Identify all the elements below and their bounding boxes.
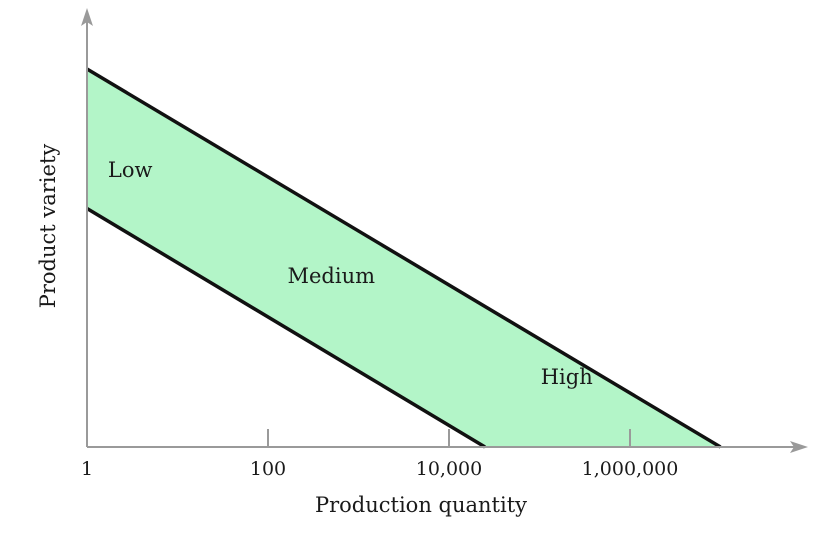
region-label-medium: Medium <box>287 264 375 288</box>
y-axis-title: Product variety <box>36 144 60 309</box>
x-tick-label: 1,000,000 <box>582 458 679 480</box>
lower-boundary-line <box>86 206 486 449</box>
y-axis-arrowhead <box>81 8 93 26</box>
region-label-low: Low <box>108 158 153 182</box>
region-label-high: High <box>541 365 593 389</box>
axes: 1 100 10,000 1,000,000 <box>81 8 808 480</box>
x-axis-title: Production quantity <box>315 493 527 517</box>
upper-boundary-line <box>86 67 722 449</box>
x-ticks <box>267 429 631 447</box>
x-tick-label: 10,000 <box>416 458 482 480</box>
x-tick-label: 1 <box>81 458 93 480</box>
region-labels: Low Medium High <box>108 158 593 389</box>
plot-area <box>86 67 722 449</box>
x-tick-labels: 1 100 10,000 1,000,000 <box>81 458 678 480</box>
x-axis-arrowhead <box>790 441 808 453</box>
x-tick-label: 100 <box>250 458 286 480</box>
